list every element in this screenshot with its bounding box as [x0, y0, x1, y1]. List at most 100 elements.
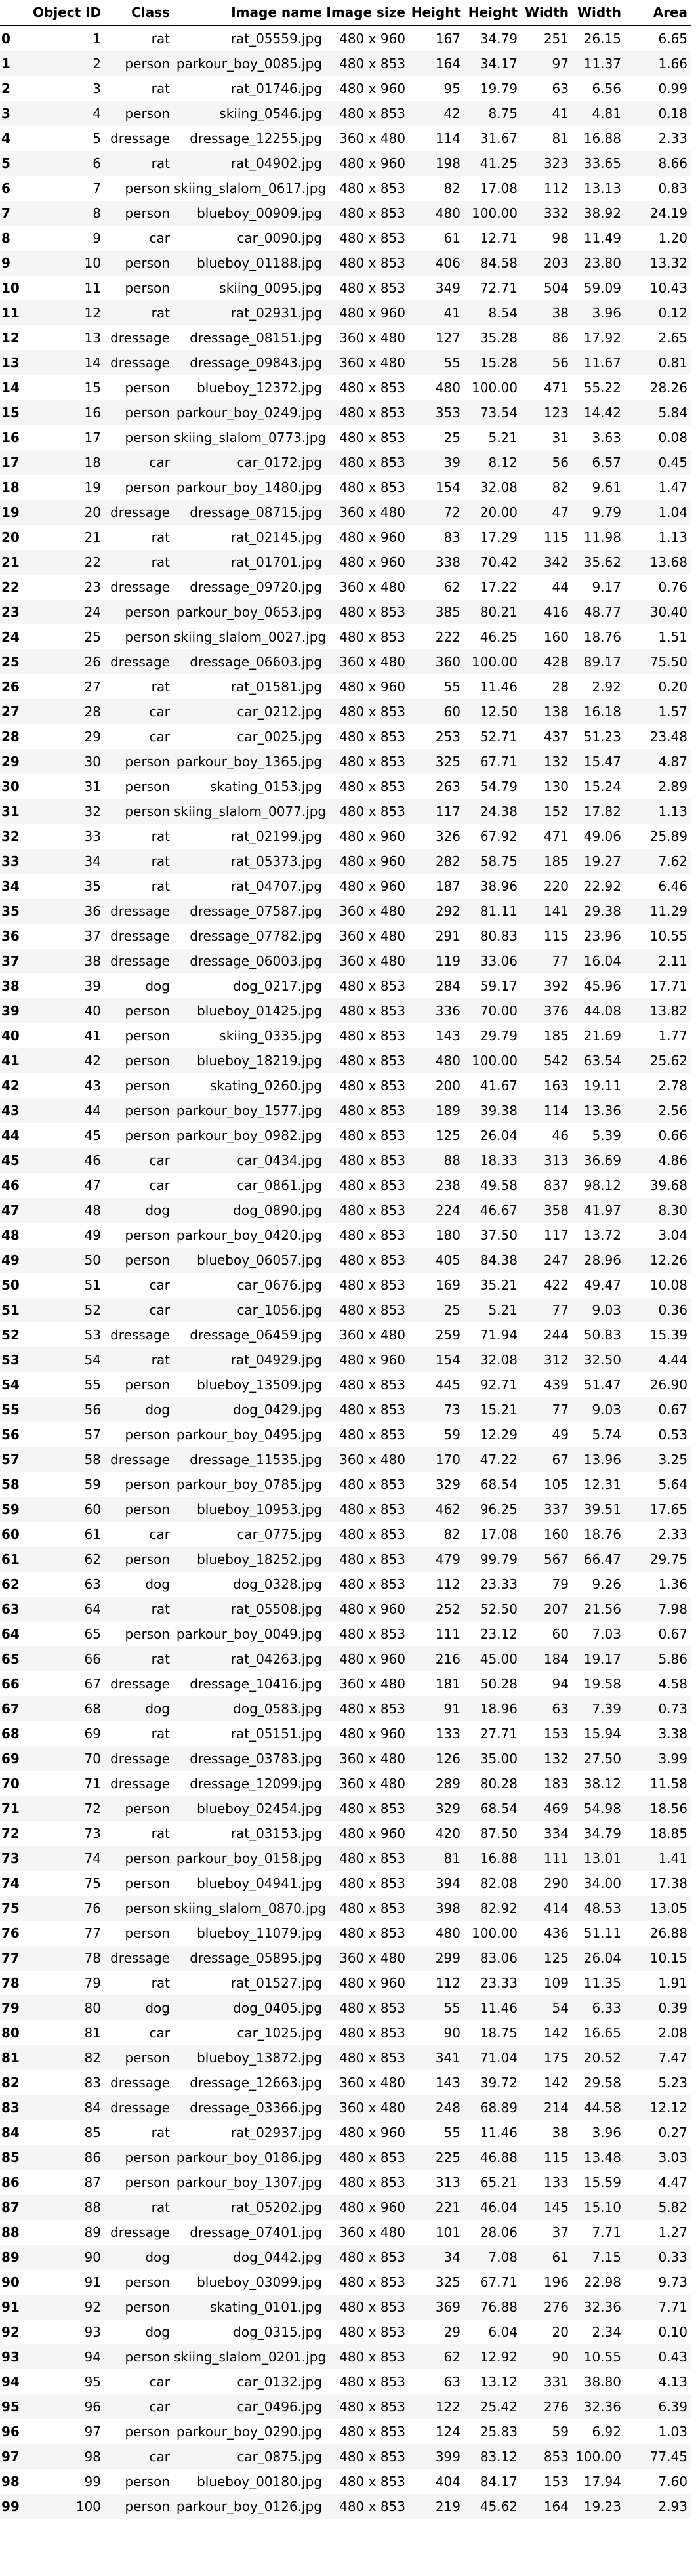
class-cell: person [105, 600, 174, 624]
height-cell: 224 [409, 1198, 464, 1223]
height-cell: 61 [443, 230, 461, 246]
width-cell: 47 [522, 500, 573, 525]
image-name-cell: skiing_slalom_0027.jpg [174, 629, 326, 645]
image-name-cell: car_0172.jpg [174, 450, 326, 475]
height-cell: 253 [435, 729, 461, 745]
image-name-cell: rat_05559.jpg [230, 31, 322, 47]
area-cell: 2.93 [625, 2494, 691, 2519]
image-name-cell: rat_05202.jpg [174, 2195, 326, 2220]
image-size-cell: 480 x 853 [339, 1626, 405, 1642]
image-name-cell: dressage_09843.jpg [174, 350, 326, 375]
width-pct-cell: 19.11 [583, 1078, 621, 1094]
image-name-cell: rat_01701.jpg [174, 550, 326, 575]
width-cell: 112 [543, 180, 569, 196]
height-pct-cell: 99.79 [464, 1547, 522, 1572]
area-cell: 1.51 [658, 629, 688, 645]
image-size-cell: 480 x 960 [339, 1726, 405, 1742]
height-cell: 55 [443, 2125, 461, 2140]
class-cell: dressage [110, 131, 170, 146]
class-cell: dressage [105, 949, 174, 973]
image-size-cell: 480 x 853 [339, 2025, 405, 2041]
index-cell: 63 [0, 1597, 33, 1622]
object-id-cell: 9 [92, 230, 101, 246]
area-cell: 5.64 [658, 1477, 688, 1492]
index-cell: 10 [1, 280, 20, 296]
width-cell: 313 [522, 1148, 573, 1173]
width-pct-cell: 50.83 [583, 1327, 621, 1343]
height-cell: 167 [435, 31, 461, 47]
height-cell: 480 [435, 380, 461, 396]
width-pct-cell: 23.80 [573, 251, 625, 276]
class-cell: dog [105, 1397, 174, 1422]
height-cell: 119 [409, 949, 464, 973]
class-cell: person [125, 2424, 170, 2440]
height-pct-cell: 71.94 [480, 1327, 518, 1343]
width-pct-cell: 48.77 [573, 600, 625, 624]
table-row: 4 5 dressage dressage_12255.jpg 360 x 480 114… [0, 126, 691, 151]
width-pct-cell: 29.38 [573, 899, 625, 924]
table-row: 81 82 person blueboy_13872.jpg 480 x 853 341 7… [0, 2045, 691, 2070]
width-pct-cell: 9.61 [592, 480, 621, 495]
image-name-cell: rat_02145.jpg [230, 529, 322, 545]
class-cell: person [105, 998, 174, 1023]
image-name-cell: car_0025.jpg [237, 729, 322, 745]
index-cell: 62 [1, 1576, 20, 1592]
area-cell: 2.33 [658, 1526, 688, 1542]
area-cell: 1.57 [625, 699, 691, 724]
table-row: 98 99 person blueboy_00180.jpg 480 x 853 404 8… [0, 2469, 691, 2494]
object-id-cell: 27 [84, 679, 101, 695]
image-size-cell: 480 x 853 [326, 1148, 409, 1173]
height-cell: 124 [435, 2424, 461, 2440]
height-cell: 284 [435, 978, 461, 994]
height-pct-cell: 12.29 [480, 1427, 518, 1442]
table-row: 56 57 person parkour_boy_0495.jpg 480 x 853 5… [0, 1422, 691, 1447]
area-cell: 39.68 [649, 1177, 688, 1193]
area-cell: 12.12 [625, 2095, 691, 2120]
class-cell: rat [151, 878, 170, 894]
area-cell: 6.39 [625, 2394, 691, 2419]
height-cell: 34 [409, 2245, 464, 2270]
height-cell: 81 [409, 1846, 464, 1871]
height-cell: 399 [409, 2444, 464, 2469]
area-cell: 2.65 [658, 330, 688, 346]
width-cell: 160 [543, 1526, 569, 1542]
image-size-cell: 480 x 960 [339, 529, 405, 545]
image-name-cell: blueboy_04941.jpg [197, 1875, 322, 1891]
table-row: 46 47 car car_0861.jpg 480 x 853 238 49.58 837 9… [0, 1173, 691, 1198]
width-cell: 115 [543, 529, 569, 545]
class-cell: rat [151, 1975, 170, 1991]
area-cell: 0.83 [658, 180, 688, 196]
class-cell: person [125, 1377, 170, 1393]
height-pct-cell: 84.58 [464, 251, 522, 276]
height-cell: 326 [435, 828, 461, 844]
height-cell: 39 [409, 450, 464, 475]
width-pct-cell: 21.69 [583, 1028, 621, 1044]
object-id-cell: 1 [92, 31, 101, 47]
header-row: Object ID Class Image name Image size He… [0, 0, 691, 26]
height-cell: 127 [435, 330, 461, 346]
image-name-cell: dog_0315.jpg [233, 2324, 322, 2340]
width-cell: 504 [543, 280, 569, 296]
area-cell: 1.04 [625, 500, 691, 525]
image-name-cell: blueboy_18219.jpg [174, 1048, 326, 1073]
width-cell: 152 [522, 799, 573, 824]
height-pct-cell: 100.00 [472, 1925, 518, 1941]
object-id-cell: 24 [33, 600, 105, 624]
width-pct-cell: 12.31 [583, 1477, 621, 1492]
area-cell: 13.82 [625, 998, 691, 1023]
table-row: 70 71 dressage dressage_12099.jpg 360 x 480 2… [0, 1771, 691, 1796]
width-cell: 439 [543, 1377, 569, 1393]
width-pct-cell: 9.17 [592, 579, 621, 595]
class-cell: person [125, 430, 170, 445]
width-pct-cell: 51.23 [583, 729, 621, 745]
width-cell: 469 [522, 1796, 573, 1821]
table-row: 6 7 person skiing_slalom_0617.jpg 480 x 853 8… [0, 176, 691, 201]
image-name-cell: car_0496.jpg [174, 2394, 326, 2419]
class-cell: person [125, 280, 170, 296]
height-cell: 299 [409, 1946, 464, 1971]
area-cell: 0.08 [658, 430, 688, 445]
index-cell: 33 [0, 849, 33, 874]
class-cell: rat [151, 31, 170, 47]
index-cell: 1 [0, 51, 33, 76]
index-cell: 32 [1, 828, 20, 844]
